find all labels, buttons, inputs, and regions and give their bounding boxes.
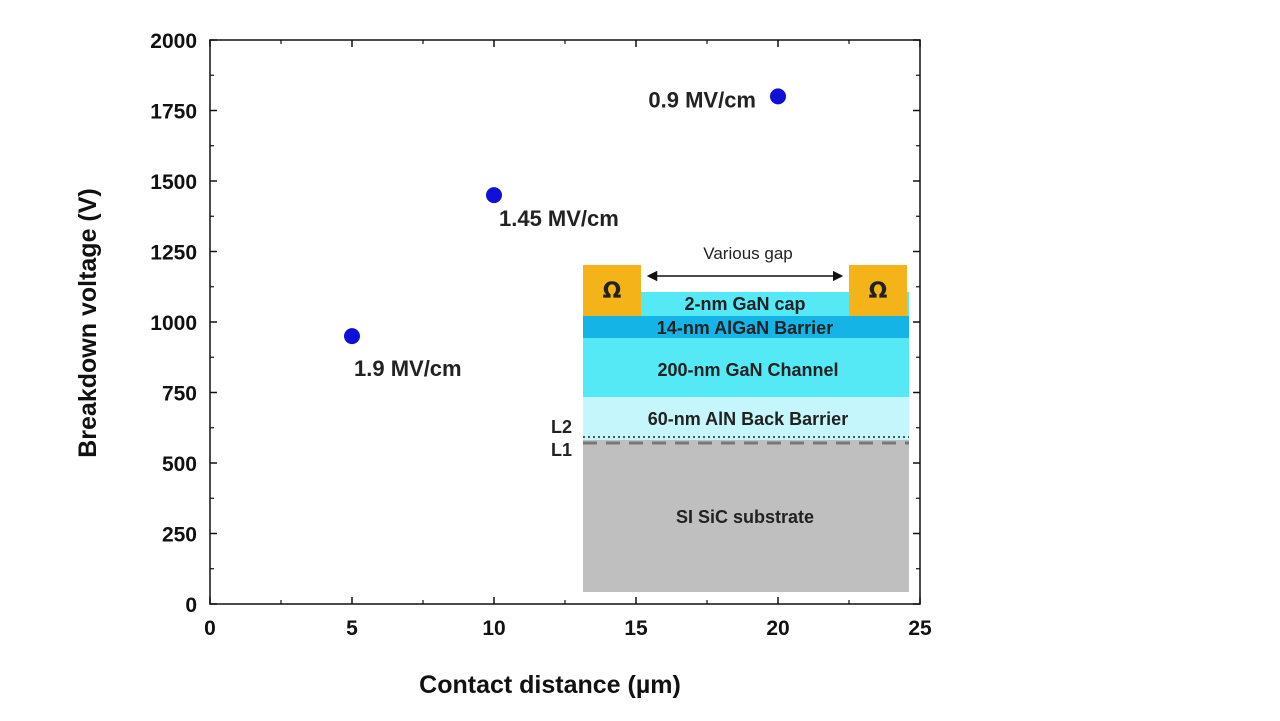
data-point [344, 328, 360, 345]
y-tick-label: 0 [185, 594, 197, 617]
left-contact-symbol: Ω [603, 279, 622, 304]
x-tick-label: 10 [482, 617, 505, 640]
interface-l2-label: L2 [551, 417, 572, 437]
data-point [486, 187, 502, 204]
y-tick-label: 1000 [150, 312, 197, 335]
y-tick-label: 1500 [150, 171, 197, 194]
substrate-layer [583, 440, 909, 592]
channel-layer [583, 338, 909, 397]
device-cross-section-inset: Various gap Ω Ω 2-nm GaN cap 14-nm AlGaN… [551, 244, 909, 592]
back-barrier-layer [583, 397, 909, 440]
channel-layer-label: 200-nm GaN Channel [657, 360, 838, 380]
y-tick-label: 250 [162, 524, 197, 547]
data-point-label: 1.45 MV/cm [499, 206, 619, 231]
x-tick-label: 15 [624, 617, 648, 640]
x-tick-label: 5 [346, 617, 358, 640]
data-point-labels: 1.9 MV/cm 1.45 MV/cm 0.9 MV/cm [354, 87, 756, 381]
data-points [344, 88, 786, 345]
x-axis-title: Contact distance (µm) [419, 671, 681, 699]
right-contact-symbol: Ω [869, 279, 888, 304]
substrate-layer-label: SI SiC substrate [676, 507, 814, 527]
y-tick-label: 2000 [150, 30, 197, 53]
y-tick-label: 500 [162, 453, 197, 476]
y-tick-label: 1750 [150, 101, 197, 124]
cap-layer-label: 2-nm GaN cap [684, 294, 805, 314]
x-tick-label: 25 [908, 617, 932, 640]
right-contact [849, 265, 907, 316]
x-tick-label: 20 [766, 617, 789, 640]
barrier-layer [583, 316, 909, 338]
data-point-label: 1.9 MV/cm [354, 356, 462, 381]
x-tick-label: 0 [204, 617, 216, 640]
data-point [770, 88, 786, 105]
gap-label: Various gap [703, 244, 792, 263]
barrier-layer-label: 14-nm AlGaN Barrier [657, 318, 833, 338]
left-contact [583, 265, 641, 316]
y-ticks: 0 250 500 750 1000 1250 1500 1750 2000 [150, 30, 920, 617]
interface-l1-label: L1 [551, 440, 572, 460]
back-barrier-layer-label: 60-nm AlN Back Barrier [648, 409, 848, 429]
y-axis-title: Breakdown voltage (V) [74, 188, 102, 458]
y-tick-label: 1250 [150, 242, 197, 265]
x-ticks: 0 5 10 15 20 25 [204, 40, 932, 640]
data-point-label: 0.9 MV/cm [648, 87, 756, 112]
y-tick-label: 750 [162, 383, 197, 406]
